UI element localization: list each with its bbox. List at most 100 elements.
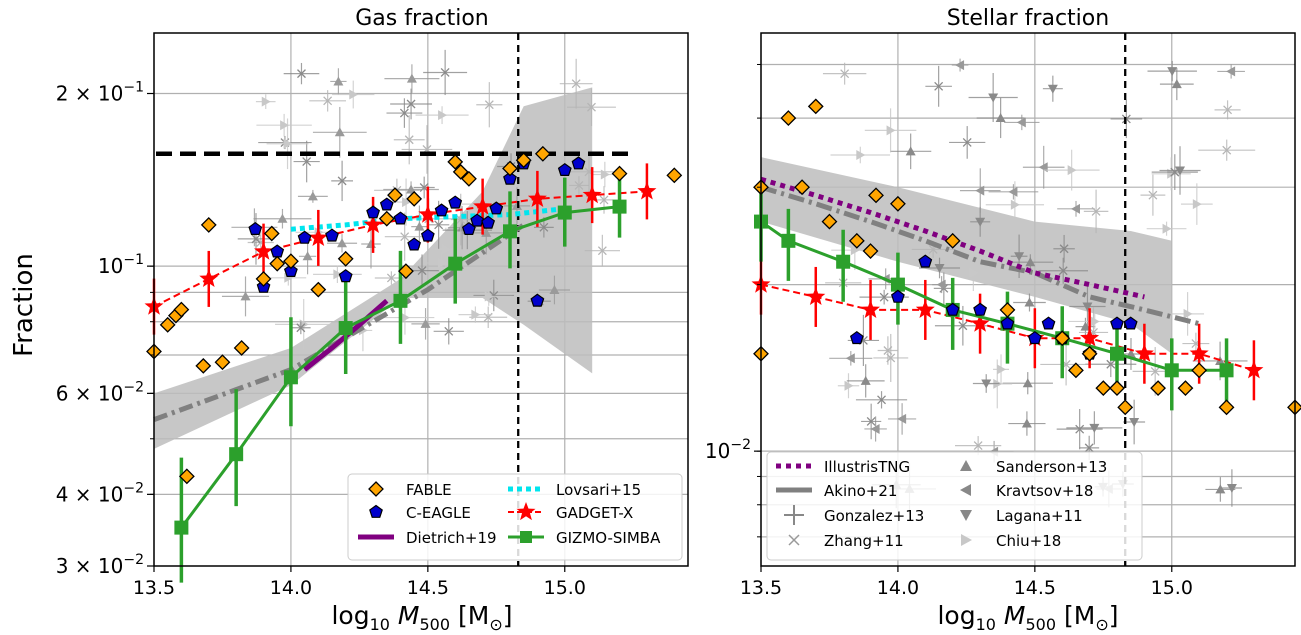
obs-point [1024, 297, 1035, 307]
gas-axes: 13.5 14.0 14.5 15.0 2 × 10−1 10−1 6 × 10−2 4 × … [56, 32, 689, 599]
obs-point [969, 267, 979, 278]
stellar-axes: 13.5 14.0 14.5 15.0 10−2 [705, 32, 1296, 599]
obs-point [905, 146, 916, 156]
gadgetx-point [308, 227, 328, 246]
obs-point [1215, 484, 1226, 494]
obs-point [1091, 206, 1101, 216]
obs-point [1022, 378, 1033, 388]
obs-point [856, 149, 866, 160]
gas-confidence-band [154, 87, 593, 449]
obs-point [571, 79, 581, 89]
x-tick-label: 14.0 [877, 577, 919, 599]
obs-point [995, 112, 1006, 122]
legend-label: Sanderson+13 [996, 458, 1107, 476]
gas-x-axis-label: log10 M500 [M⊙] [331, 601, 512, 634]
ceagle-point [973, 302, 988, 316]
gizmo-point [836, 254, 851, 269]
obs-point [860, 375, 871, 385]
obs-point [845, 353, 855, 364]
obs-point [975, 217, 986, 227]
x-tick-label: 14.5 [1014, 577, 1056, 599]
obs-point [406, 184, 417, 194]
ceagle-point [918, 254, 933, 268]
fable-point [534, 145, 551, 162]
obs-point [1223, 105, 1233, 115]
obs-point [599, 195, 609, 205]
obs-point [400, 312, 410, 323]
obs-point [934, 81, 944, 91]
gizmo-line [760, 220, 1227, 372]
akino-line [760, 184, 1200, 327]
legend-zhang-b [788, 534, 800, 546]
fable-point [1054, 330, 1071, 347]
gadgetx-point [418, 204, 438, 223]
obs-point [1071, 203, 1081, 214]
gadgetx-point [970, 313, 990, 332]
fable-point [611, 165, 628, 182]
x-tick-label: 13.5 [740, 577, 782, 599]
legend-gizmo-marker [520, 531, 532, 543]
obs-point [549, 284, 560, 294]
gizmo-point [174, 520, 189, 535]
obs-point [251, 234, 261, 244]
gas-band [154, 87, 593, 449]
obs-point [1183, 308, 1193, 319]
stellar-observations [822, 58, 1256, 515]
obs-point [870, 423, 880, 434]
obs-point [962, 137, 972, 147]
legend-label: IllustrisTNG [824, 458, 910, 476]
fable-point [868, 187, 884, 204]
obs-point [302, 157, 312, 167]
legend-label: Dietrich+19 [406, 529, 497, 547]
obs-point [1058, 266, 1068, 276]
ceagle-point [379, 197, 394, 211]
fable-point [452, 163, 469, 180]
legend-box [347, 473, 683, 561]
y-tick-label: 6 × 10−2 [56, 379, 144, 405]
obs-point [437, 258, 447, 269]
obs-point [471, 309, 481, 320]
stellar-legend: IllustrisTNG Akino+21 Gonzalez+13 Zhang+11 S… [766, 451, 1143, 561]
obs-point [1016, 117, 1026, 128]
gadgetx-point [806, 286, 826, 305]
gizmo-point [781, 233, 796, 248]
gadgetx-point [527, 188, 547, 207]
ceagle-point [1000, 316, 1015, 330]
gadgetx-point [363, 214, 383, 233]
obs-point [850, 245, 860, 256]
obs-point [574, 180, 584, 190]
x-tick-label: 15.0 [544, 577, 586, 599]
fable-point [263, 225, 280, 242]
obs-point [1167, 67, 1178, 77]
ceagle-point [283, 263, 298, 277]
obs-point [886, 353, 896, 363]
obs-point [997, 364, 1007, 375]
obs-point [400, 232, 410, 242]
obs-point [539, 222, 549, 232]
stellar-title: Stellar fraction [947, 6, 1109, 31]
obs-point [973, 441, 983, 451]
x-tick-label: 13.5 [133, 577, 175, 599]
legend-label: Lagana+11 [996, 507, 1083, 525]
legend-label: GIZMO-SIMBA [556, 529, 661, 547]
y-tick-label: 2 × 10−1 [56, 80, 144, 106]
obs-point [414, 221, 425, 231]
fable-point [378, 210, 395, 227]
fable-point [780, 110, 797, 127]
obs-point [1059, 244, 1069, 254]
x-tick-label: 15.0 [1151, 577, 1193, 599]
y-tick-label: 10−1 [98, 252, 144, 278]
obs-point [1106, 359, 1116, 369]
fable-point [999, 302, 1016, 318]
obs-point [323, 96, 333, 106]
obs-point [277, 213, 288, 223]
obs-point [489, 290, 499, 300]
obs-point [988, 93, 999, 103]
obs-point [866, 416, 876, 426]
obs-point [1162, 223, 1172, 234]
obs-point [1025, 257, 1036, 267]
gadgetx-point [637, 181, 657, 200]
fable-point [1191, 362, 1208, 379]
fable-point [1150, 380, 1166, 397]
fable-point [1117, 399, 1134, 416]
